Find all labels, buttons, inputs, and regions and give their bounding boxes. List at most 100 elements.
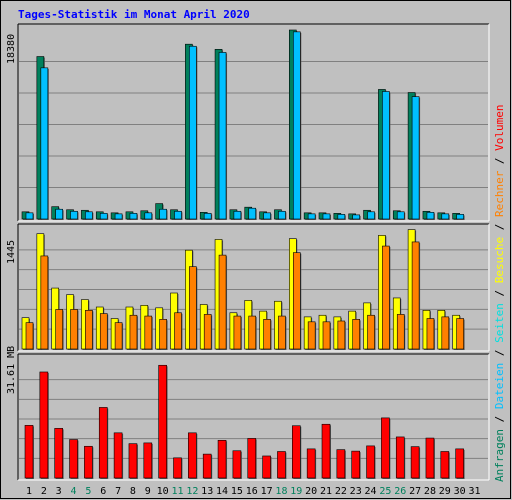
legend-volumen: Volumen (493, 104, 506, 150)
right-legend: Anfragen / Dateien / Seiten / Besuche / … (493, 104, 506, 482)
bar-dateien (263, 212, 271, 220)
x-tick-label: 25 (379, 486, 391, 497)
bar-volumen (217, 439, 227, 479)
bar-volumen (262, 455, 271, 479)
bar-dateien (99, 213, 108, 220)
x-tick-label: 16 (246, 486, 258, 497)
bar-besuche (159, 319, 167, 350)
x-tick-label: 18 (275, 486, 287, 497)
bar-besuche (55, 309, 64, 350)
x-tick-label: 31 (468, 486, 480, 497)
x-tick-label: 17 (261, 486, 273, 497)
bar-besuche (99, 313, 108, 350)
x-tick-label: 10 (157, 486, 169, 497)
bar-dateien (129, 213, 138, 220)
bar-besuche (441, 316, 450, 350)
bar-dateien (426, 212, 435, 220)
bar-dateien (233, 210, 242, 220)
bar-dateien (396, 211, 405, 220)
bar-besuche (233, 315, 242, 350)
bar-volumen (232, 450, 242, 479)
bar-volumen (336, 449, 346, 479)
bar-besuche (396, 314, 405, 350)
bar-besuche (292, 252, 301, 350)
bar-besuche (70, 309, 78, 350)
bar-volumen (410, 446, 420, 479)
bar-besuche (114, 322, 123, 350)
bar-volumen (425, 437, 435, 479)
x-tick-label: 5 (85, 486, 91, 497)
x-tick-label: 29 (439, 486, 451, 497)
bar-besuche (337, 320, 346, 350)
bar-besuche (129, 314, 138, 350)
bar-dateien (382, 91, 390, 220)
x-tick-label: 13 (201, 486, 213, 497)
bar-volumen (128, 443, 138, 479)
bar-volumen (247, 438, 257, 479)
y-max-label: 18380 (6, 34, 17, 64)
bar-volumen (306, 448, 316, 479)
bar-besuche (367, 314, 375, 350)
bar-volumen (173, 457, 182, 479)
bar-dateien (174, 210, 182, 220)
bar-besuche (25, 322, 34, 350)
bar-besuche (411, 241, 420, 350)
bar-dateien (203, 213, 212, 220)
bar-besuche (174, 312, 182, 350)
bar-volumen (440, 451, 450, 479)
legend-separator: / (493, 343, 506, 363)
bar-volumen (54, 428, 64, 479)
bar-dateien (218, 52, 227, 220)
legend-separator: / (493, 151, 506, 171)
bar-volumen (202, 453, 212, 479)
bar-volumen (351, 450, 361, 479)
bar-dateien (278, 210, 286, 220)
bar-dateien (189, 45, 197, 220)
bar-dateien (85, 211, 93, 220)
bar-dateien (55, 208, 64, 220)
legend-dateien: Dateien (493, 363, 506, 409)
bar-volumen (455, 448, 464, 479)
bar-besuche (426, 318, 435, 350)
bar-dateien (456, 214, 464, 220)
bar-besuche (382, 245, 390, 350)
bar-volumen (84, 445, 93, 479)
x-tick-label: 9 (145, 486, 151, 497)
x-tick-label: 28 (424, 486, 436, 497)
bar-volumen (39, 371, 49, 479)
x-tick-label: 8 (130, 486, 136, 497)
bar-besuche (456, 318, 464, 350)
x-tick-label: 6 (100, 486, 106, 497)
bar-volumen (366, 445, 375, 479)
bar-besuche (322, 321, 331, 350)
bar-dateien (337, 214, 346, 220)
y-max-label: 31.61 MB (6, 346, 17, 394)
bar-besuche (40, 255, 49, 350)
bar-dateien (352, 214, 361, 220)
bar-besuche (218, 254, 227, 350)
bar-besuche (352, 319, 361, 350)
x-tick-label: 15 (231, 486, 243, 497)
x-tick-label: 19 (290, 486, 302, 497)
x-tick-label: 11 (171, 486, 183, 497)
bar-besuche (203, 314, 212, 350)
bar-besuche (248, 315, 257, 350)
bar-besuche (278, 315, 286, 350)
bar-dateien (322, 213, 331, 220)
bar-volumen (321, 423, 331, 479)
legend-seiten: Seiten (493, 303, 506, 343)
x-tick-label: 20 (305, 486, 317, 497)
bar-volumen (291, 425, 301, 479)
bar-dateien (367, 211, 375, 220)
legend-separator: / (493, 217, 506, 237)
x-tick-label: 3 (56, 486, 62, 497)
bar-volumen (113, 432, 123, 479)
bar-dateien (70, 210, 78, 220)
bar-volumen (143, 442, 153, 479)
legend-separator: / (493, 409, 506, 429)
bar-dateien (441, 213, 450, 220)
legend-rechner: Rechner (493, 170, 506, 217)
